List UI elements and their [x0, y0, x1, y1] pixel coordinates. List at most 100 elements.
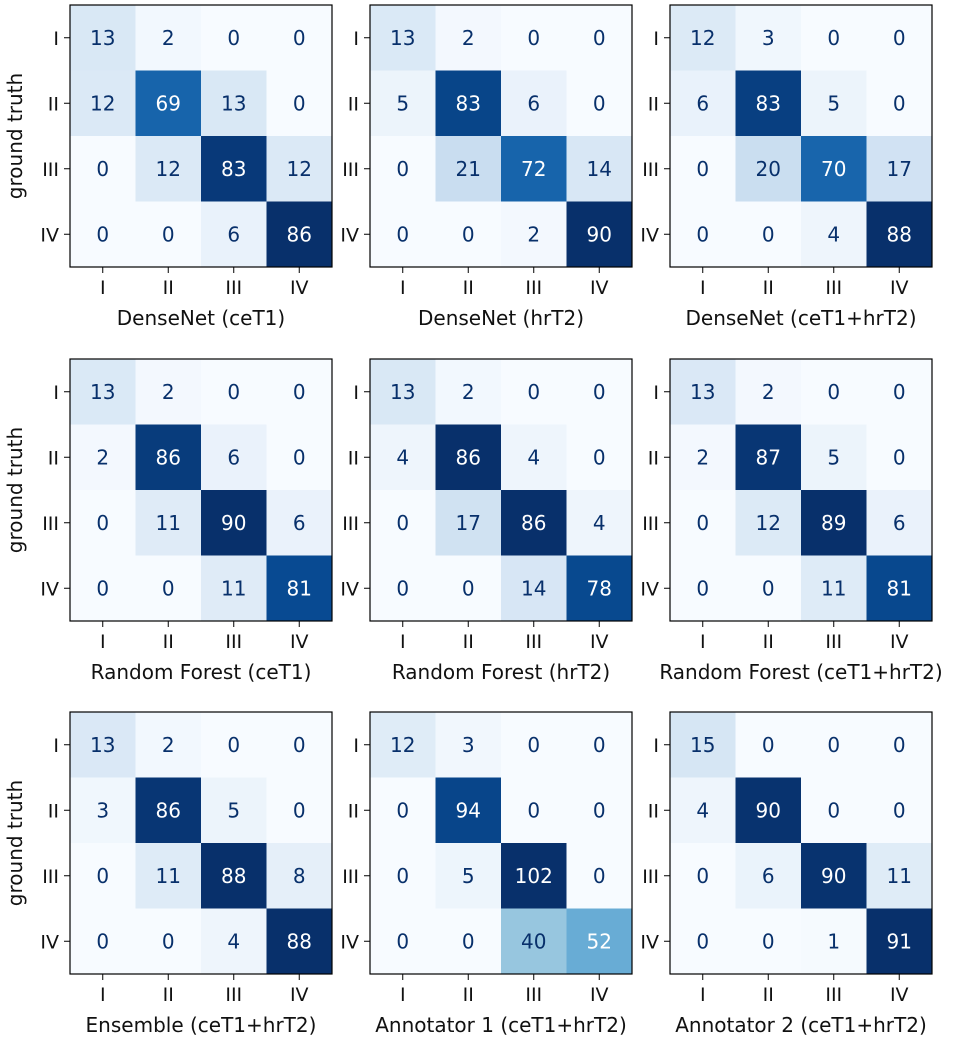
- y-tick-label: IV: [340, 931, 359, 953]
- x-axis-title: Annotator 1 (ceT1+hrT2): [375, 1013, 627, 1037]
- matrix-cell: [566, 712, 633, 778]
- cell-value: 81: [887, 576, 912, 600]
- matrix-cell: [370, 555, 436, 622]
- matrix-cell: [135, 136, 202, 202]
- x-axis-title: DenseNet (ceT1+hrT2): [685, 306, 916, 330]
- matrix-cell: [266, 490, 333, 556]
- matrix-cell: [566, 70, 633, 137]
- x-tick-label: IV: [890, 277, 909, 299]
- cell-value: 0: [827, 26, 840, 50]
- cell-value: 0: [293, 26, 306, 50]
- x-tick-label: IV: [290, 277, 309, 299]
- matrix-cell: [501, 908, 567, 975]
- x-axis-title: Random Forest (ceT1): [91, 660, 312, 684]
- matrix-cell: [135, 843, 202, 909]
- y-axis-title: ground truth: [3, 780, 27, 906]
- x-tick-label: II: [163, 277, 174, 299]
- cell-value: 0: [696, 222, 709, 246]
- cell-value: 88: [221, 864, 246, 888]
- cell-value: 90: [756, 798, 781, 822]
- matrix-cell: [735, 201, 802, 268]
- cell-value: 13: [90, 380, 115, 404]
- cell-value: 2: [696, 445, 709, 469]
- y-tick-label: III: [642, 513, 659, 535]
- axes-frame: [369, 711, 633, 975]
- y-tick-label: IV: [640, 224, 659, 246]
- matrix-cell: [135, 712, 202, 778]
- matrix-cell: [501, 777, 567, 844]
- matrix-cell: [866, 555, 933, 622]
- confusion-matrix-panel: 13 2 0 05 83 6 00 21 72 140 0 2 90I II III IVIIIIIIIVDe…: [340, 4, 633, 330]
- x-tick-label: IV: [590, 631, 609, 653]
- axes-frame: [669, 358, 933, 622]
- cell-value: 17: [456, 511, 481, 535]
- cell-value: 88: [887, 222, 912, 246]
- cell-value: 0: [827, 798, 840, 822]
- matrix-cell: [435, 555, 502, 622]
- cell-value: 2: [162, 26, 175, 50]
- matrix-cell: [735, 70, 802, 137]
- cell-value: 3: [462, 733, 475, 757]
- cell-value: 0: [293, 445, 306, 469]
- matrix-cell: [370, 5, 436, 71]
- cell-value: 0: [396, 222, 409, 246]
- matrix-cell: [801, 712, 867, 778]
- matrix-cell: [670, 70, 736, 137]
- matrix-cell: [866, 201, 933, 268]
- cell-value: 6: [893, 511, 906, 535]
- confusion-matrix-panel: 13 2 0 02 86 6 00 11 90 60 0 11 81I II III IVIIIIIIIVRa…: [3, 358, 333, 684]
- y-tick-label: I: [53, 28, 59, 50]
- matrix-cell: [201, 908, 267, 975]
- matrix-cell: [70, 201, 136, 268]
- cell-value: 87: [756, 445, 781, 469]
- matrix-cell: [435, 490, 502, 556]
- y-tick-label: III: [342, 159, 359, 181]
- matrix-cell: [501, 712, 567, 778]
- cell-value: 0: [696, 576, 709, 600]
- matrix-cell: [435, 712, 502, 778]
- y-tick-label: II: [648, 800, 659, 822]
- cell-value: 0: [227, 733, 240, 757]
- cell-value: 2: [762, 380, 775, 404]
- cell-value: 0: [762, 222, 775, 246]
- y-tick-label: I: [353, 382, 359, 404]
- cell-value: 0: [396, 576, 409, 600]
- matrix-cell: [435, 424, 502, 491]
- confusion-matrix-panel: 13 2 0 03 86 5 00 11 88 80 0 4 88I II III IVIIIIIIIVEns…: [3, 711, 333, 1037]
- matrix-cell: [866, 712, 933, 778]
- cell-value: 90: [587, 222, 612, 246]
- y-tick-label: II: [348, 447, 359, 469]
- cell-value: 6: [227, 222, 240, 246]
- matrix-cell: [266, 843, 333, 909]
- y-tick-label: I: [653, 382, 659, 404]
- matrix-cell: [266, 136, 333, 202]
- matrix-cell: [435, 70, 502, 137]
- cell-value: 78: [587, 576, 612, 600]
- cell-value: 11: [821, 576, 846, 600]
- cell-value: 69: [156, 91, 181, 115]
- cell-value: 2: [96, 445, 109, 469]
- y-axis-title: ground truth: [3, 427, 27, 553]
- axes-frame: [369, 4, 633, 268]
- cell-value: 0: [762, 733, 775, 757]
- cell-value: 6: [762, 864, 775, 888]
- cell-value: 6: [696, 91, 709, 115]
- cell-value: 0: [593, 733, 606, 757]
- matrix-cell: [435, 843, 502, 909]
- cell-value: 3: [762, 26, 775, 50]
- cell-value: 86: [156, 798, 181, 822]
- cell-value: 0: [593, 445, 606, 469]
- matrix-cell: [201, 424, 267, 491]
- x-tick-label: I: [400, 984, 406, 1006]
- cell-value: 11: [156, 864, 181, 888]
- cell-value: 90: [821, 864, 846, 888]
- y-tick-label: I: [653, 28, 659, 50]
- matrix-cell: [370, 712, 436, 778]
- x-tick-label: IV: [290, 631, 309, 653]
- cell-value: 89: [821, 511, 846, 535]
- y-tick-label: III: [342, 866, 359, 888]
- cell-value: 11: [221, 576, 246, 600]
- cell-value: 0: [696, 511, 709, 535]
- cell-value: 6: [527, 91, 540, 115]
- cell-value: 3: [96, 798, 109, 822]
